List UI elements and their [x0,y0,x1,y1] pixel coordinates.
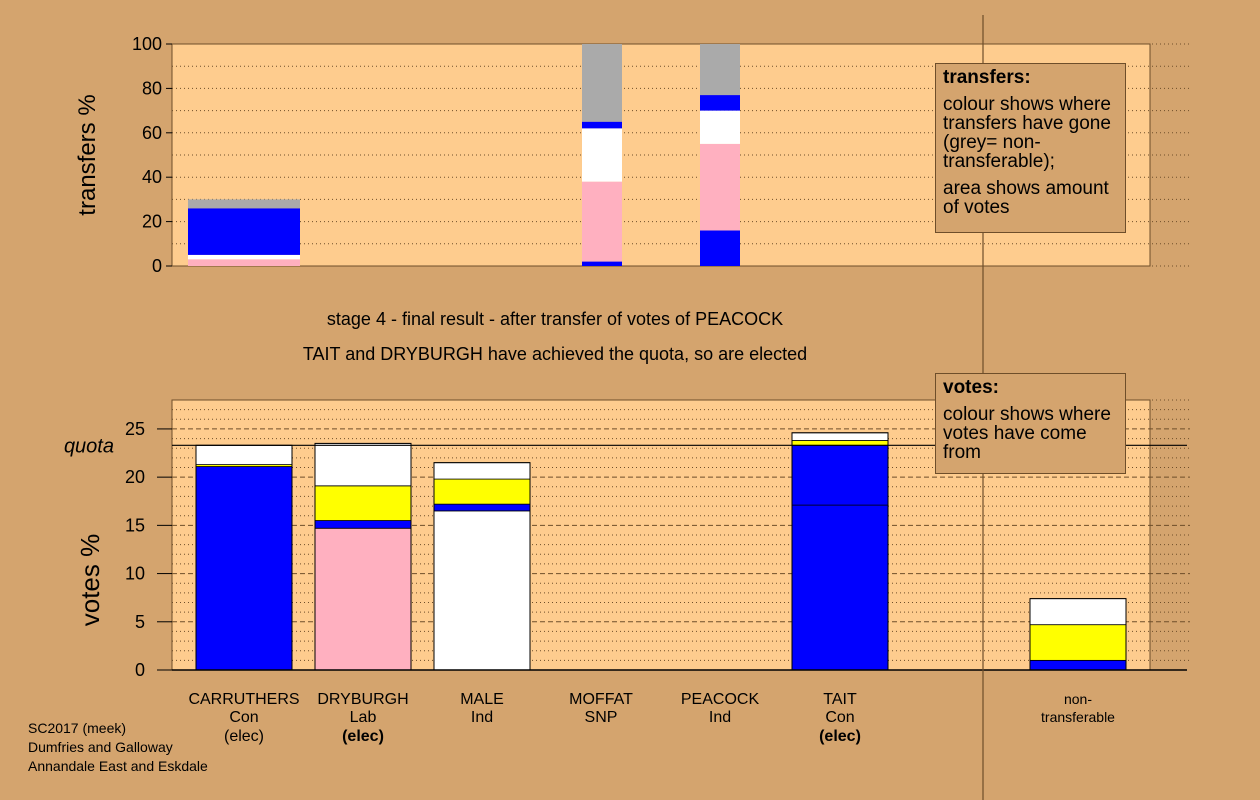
stage-caption: stage 4 - final result - after transfer … [326,309,784,329]
footer-ward: Annandale East and Eskdale [28,758,208,774]
transfers-bar-segment [188,254,300,260]
candidate-status-label: (elec) [342,728,384,745]
transfers-bar-segment [582,44,622,122]
candidate-name-label: MOFFAT [569,691,633,708]
transfers-y-tick-label: 0 [152,256,162,276]
votes-y-tick-label: 0 [135,660,145,680]
votes-bar-segment [1029,659,1127,671]
votes-legend-colour-note: colour shows where votes have come from [943,404,1111,463]
votes-bar-segment [791,440,889,446]
votes-bar-segment [791,444,889,506]
transfers-y-axis-label: transfers % [74,94,101,215]
candidate-party-label: Con [825,709,854,726]
votes-bar-segment [314,485,412,521]
candidate-party-label: SNP [585,709,618,726]
candidate-name-label: CARRUTHERS [188,691,299,708]
candidate-party-label: Con [229,709,258,726]
candidate-party-label: transferable [1041,709,1115,725]
votes-legend-title: votes: [943,377,999,398]
votes-bar-segment [314,442,412,487]
candidate-party-label: Ind [471,709,493,726]
votes-bar-segment [314,527,412,671]
votes-legend: votes: colour shows where votes have com… [935,373,1126,474]
transfers-bar-segment [700,230,740,266]
transfers-bar-segment [188,208,300,255]
votes-y-tick-label: 20 [125,467,145,487]
votes-y-tick-label: 5 [135,612,145,632]
transfers-bar-segment [188,199,300,209]
votes-bar-segment [314,520,412,529]
transfers-bar-segment [700,44,740,96]
votes-bar-segment [433,478,531,505]
votes-bar-segment [791,432,889,441]
candidate-name-label: MALE [460,691,504,708]
votes-y-tick-label: 10 [125,564,145,584]
candidate-party-label: Lab [350,709,377,726]
transfers-y-tick-label: 60 [142,123,162,143]
candidate-party-label: Ind [709,709,731,726]
footer-info: SC2017 (meek) Dumfries and Galloway Anna… [28,719,208,776]
votes-bar-segment [195,444,293,466]
transfers-legend-title: transfers: [943,67,1031,88]
transfers-bar-segment [582,181,622,262]
votes-y-tick-label: 25 [125,419,145,439]
candidate-name-label: DRYBURGH [317,691,408,708]
transfers-y-tick-label: 40 [142,167,162,187]
candidate-status-label: (elec) [819,728,861,745]
votes-bar-segment [433,503,531,512]
votes-bar-segment [1029,624,1127,661]
candidate-name-label: non- [1064,691,1092,707]
elected-caption: TAIT and DRYBURGH have achieved the quot… [302,344,808,364]
footer-election: SC2017 (meek) [28,720,127,736]
candidate-status-label: (elec) [224,728,264,745]
transfers-bar-segment [700,95,740,111]
transfers-y-tick-label: 80 [142,78,162,98]
candidate-name-label: TAIT [823,691,857,708]
votes-y-tick-label: 15 [125,515,145,535]
votes-y-axis-label: votes % [75,534,105,627]
votes-bar-segment [791,504,889,671]
votes-bar-segment [433,462,531,480]
transfers-bar-segment [700,110,740,144]
transfers-bar-segment [188,259,300,266]
transfers-bar-segment [582,261,622,266]
quota-label: quota [64,435,114,457]
votes-bar-segment [195,466,293,671]
transfers-bar-segment [582,121,622,129]
footer-council: Dumfries and Galloway [28,739,173,755]
transfers-legend-colour-note: colour shows where transfers have gone (… [943,94,1111,172]
transfers-y-tick-label: 20 [142,212,162,232]
transfers-legend-area-note: area shows amount of votes [943,178,1109,218]
transfers-legend: transfers: colour shows where transfers … [935,63,1126,233]
transfers-bar-segment [700,143,740,231]
transfers-bar-segment [582,128,622,182]
candidate-name-label: PEACOCK [681,691,760,708]
transfers-y-tick-label: 100 [132,34,162,54]
votes-bar-segment [433,510,531,671]
votes-bar-segment [1029,598,1127,626]
